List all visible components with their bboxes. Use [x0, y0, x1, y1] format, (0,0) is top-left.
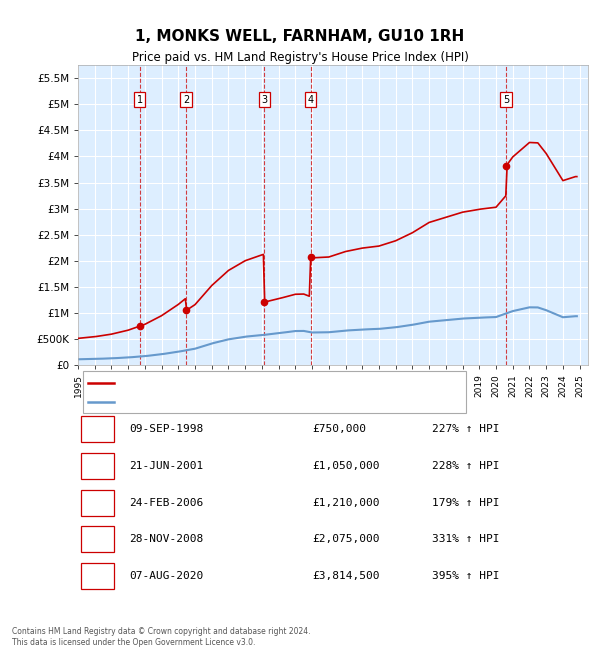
Text: Price paid vs. HM Land Registry's House Price Index (HPI): Price paid vs. HM Land Registry's House …	[131, 51, 469, 64]
Text: 228% ↑ HPI: 228% ↑ HPI	[433, 461, 500, 471]
FancyBboxPatch shape	[80, 417, 114, 442]
FancyBboxPatch shape	[80, 489, 114, 515]
Text: 2: 2	[183, 94, 190, 105]
Text: £1,210,000: £1,210,000	[313, 497, 380, 508]
Text: 3: 3	[94, 496, 101, 509]
Text: 1, MONKS WELL, FARNHAM, GU10 1RH: 1, MONKS WELL, FARNHAM, GU10 1RH	[136, 29, 464, 44]
Text: 09-SEP-1998: 09-SEP-1998	[129, 424, 203, 434]
FancyBboxPatch shape	[80, 526, 114, 552]
Text: £3,814,500: £3,814,500	[313, 571, 380, 581]
Text: Contains HM Land Registry data © Crown copyright and database right 2024.
This d: Contains HM Land Registry data © Crown c…	[12, 627, 311, 647]
Text: 07-AUG-2020: 07-AUG-2020	[129, 571, 203, 581]
Text: 28-NOV-2008: 28-NOV-2008	[129, 534, 203, 544]
Text: 3: 3	[262, 94, 268, 105]
FancyBboxPatch shape	[80, 563, 114, 589]
Text: 331% ↑ HPI: 331% ↑ HPI	[433, 534, 500, 544]
Text: £1,050,000: £1,050,000	[313, 461, 380, 471]
FancyBboxPatch shape	[80, 453, 114, 479]
Text: 395% ↑ HPI: 395% ↑ HPI	[433, 571, 500, 581]
Text: 179% ↑ HPI: 179% ↑ HPI	[433, 497, 500, 508]
Text: £750,000: £750,000	[313, 424, 367, 434]
Text: 1: 1	[137, 94, 143, 105]
FancyBboxPatch shape	[83, 370, 466, 413]
Text: 1, MONKS WELL, FARNHAM, GU10 1RH (detached house): 1, MONKS WELL, FARNHAM, GU10 1RH (detach…	[119, 378, 403, 388]
Text: 227% ↑ HPI: 227% ↑ HPI	[433, 424, 500, 434]
Text: 21-JUN-2001: 21-JUN-2001	[129, 461, 203, 471]
Text: 5: 5	[503, 94, 509, 105]
Text: HPI: Average price, detached house, Waverley: HPI: Average price, detached house, Wave…	[119, 397, 350, 407]
Text: 1: 1	[94, 422, 101, 436]
Text: £2,075,000: £2,075,000	[313, 534, 380, 544]
Text: 4: 4	[94, 533, 101, 546]
Text: 2: 2	[94, 460, 101, 473]
Text: 5: 5	[94, 569, 101, 582]
Text: 24-FEB-2006: 24-FEB-2006	[129, 497, 203, 508]
Text: 4: 4	[308, 94, 314, 105]
